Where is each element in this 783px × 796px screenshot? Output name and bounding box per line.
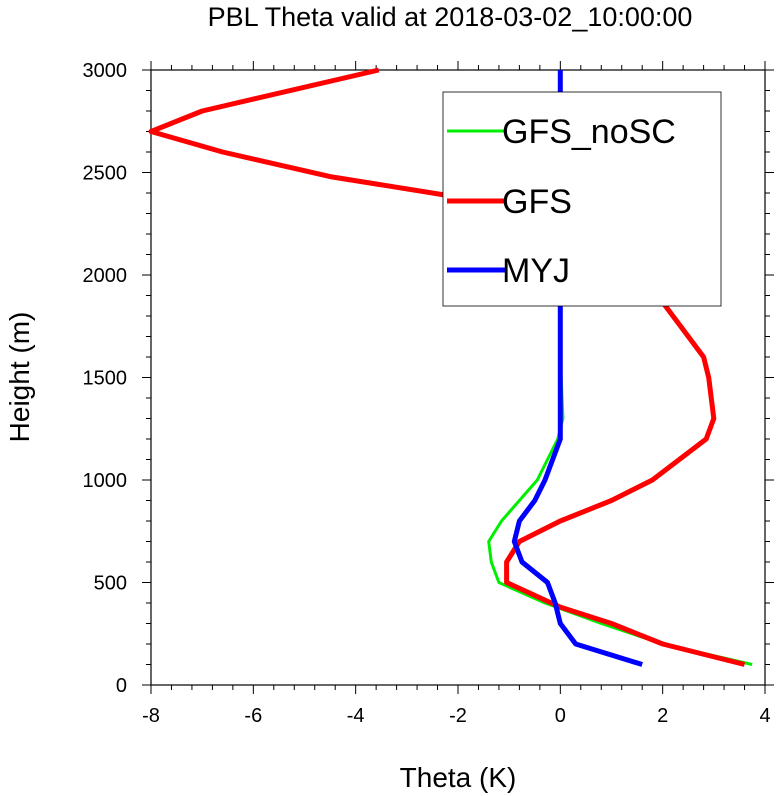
x-tick-label: 2	[657, 705, 668, 727]
legend-label-gfs-nosc: GFS_noSC	[502, 113, 676, 151]
legend-label-myj: MYJ	[502, 252, 570, 290]
x-tick-label: -6	[244, 705, 262, 727]
y-tick-label: 2000	[83, 265, 128, 287]
x-tick-label: -2	[449, 705, 467, 727]
y-tick-label: 1500	[83, 368, 128, 390]
plot-area: -8 -6 -4 -2 0 2 4 0 500 1000 1500 2000 2500 3000	[83, 60, 774, 727]
x-tick-label: -8	[142, 705, 160, 727]
x-axis-label: Theta (K)	[400, 762, 517, 793]
y-tick-label: 2500	[83, 163, 128, 185]
series-line-myj	[511, 70, 643, 667]
x-tick-label: 0	[555, 705, 566, 727]
y-tick-label: 1000	[83, 470, 128, 492]
y-tick-label: 3000	[83, 60, 128, 82]
chart-title: PBL Theta valid at 2018-03-02_10:00:00	[208, 2, 693, 32]
y-axis-label: Height (m)	[4, 312, 35, 443]
legend-label-gfs: GFS	[502, 183, 572, 221]
x-tick-label: -4	[347, 705, 365, 727]
legend: GFS_noSC GFS MYJ	[442, 91, 722, 307]
x-tick-label: 4	[759, 705, 770, 727]
y-tick-label: 0	[116, 675, 127, 697]
series-line-gfs	[148, 67, 746, 667]
y-tick-label: 500	[94, 573, 127, 595]
series-layer	[148, 67, 753, 667]
